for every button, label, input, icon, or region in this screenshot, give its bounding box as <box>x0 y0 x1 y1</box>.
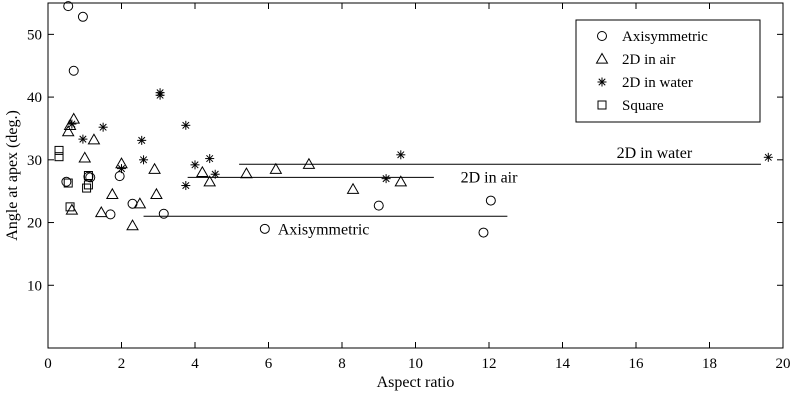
data-point-axisymmetric <box>61 176 72 187</box>
data-point-2d-in-water <box>396 150 406 160</box>
data-point-square <box>54 152 64 162</box>
x-tick-label: 20 <box>776 356 791 372</box>
data-point-2d-in-water <box>137 135 147 145</box>
data-point-2d-in-air <box>67 112 81 124</box>
data-point-square <box>63 178 73 188</box>
x-tick-label: 18 <box>702 356 717 372</box>
data-point-2d-in-air <box>240 167 253 179</box>
data-point-axisymmetric <box>259 223 270 234</box>
data-point-2d-in-air <box>133 197 147 209</box>
data-point-2d-in-air <box>269 162 283 174</box>
data-point-2d-in-water <box>181 181 191 191</box>
y-tick-label: 30 <box>27 153 42 169</box>
data-point-2d-in-air <box>105 187 119 199</box>
data-point-square <box>65 202 75 212</box>
data-point-2d-in-water <box>117 164 126 174</box>
data-point-axisymmetric <box>105 209 116 220</box>
legend-marker-2d-in-water <box>597 77 607 87</box>
x-tick-label: 0 <box>44 356 52 372</box>
x-tick-label: 16 <box>629 356 645 372</box>
x-tick-label: 6 <box>265 356 273 372</box>
data-point-axisymmetric <box>373 200 384 211</box>
data-point-2d-in-water <box>190 160 200 170</box>
legend-marker-2d-in-air <box>595 52 609 64</box>
data-point-square <box>83 180 93 190</box>
data-point-2d-in-water <box>763 152 773 162</box>
legend-marker-axisymmetric <box>597 31 607 41</box>
data-point-2d-in-air <box>65 203 79 215</box>
x-tick-label: 4 <box>191 356 199 372</box>
data-point-2d-in-air <box>346 182 360 194</box>
y-axis-ticks: 10 20 30 40 50 <box>27 27 783 294</box>
data-point-axisymmetric <box>77 11 88 22</box>
legend-label-axisymmetric: Axisymmetric <box>622 29 708 45</box>
data-point-2d-in-air <box>394 175 408 187</box>
data-point-2d-in-water <box>381 174 391 184</box>
data-point-2d-in-air <box>148 162 161 174</box>
y-tick-label: 50 <box>27 27 42 43</box>
y-tick-label: 40 <box>27 90 42 106</box>
data-point-2d-in-air <box>126 219 139 231</box>
data-point-axisymmetric <box>127 198 138 209</box>
data-point-2d-in-air <box>203 175 217 187</box>
data-point-2d-in-air <box>63 118 77 130</box>
data-point-2d-in-water <box>210 169 220 179</box>
data-point-2d-in-water <box>78 134 88 144</box>
data-point-axisymmetric <box>114 171 125 182</box>
data-point-2d-in-water <box>98 122 108 132</box>
data-point-square <box>82 183 92 193</box>
data-point-axisymmetric <box>158 208 169 219</box>
data-point-square <box>83 171 93 180</box>
legend-box <box>575 19 761 123</box>
data-point-axisymmetric <box>63 1 74 12</box>
data-point-2d-in-air <box>61 125 75 137</box>
data-point-2d-in-air <box>87 133 101 145</box>
data-point-2d-in-water <box>205 154 215 164</box>
data-point-2d-in-air <box>302 157 316 169</box>
data-point-2d-in-air <box>78 151 92 163</box>
x-tick-label: 2 <box>118 356 126 372</box>
data-point-2d-in-water <box>181 120 191 130</box>
fit-line-label-2d-in-water: 2D in water <box>617 145 693 162</box>
x-tick-label: 12 <box>482 356 497 372</box>
legend-label-2d-in-air: 2D in air <box>622 52 675 68</box>
legend: Axisymmetric 2D in air 2D in water Square <box>575 19 761 123</box>
legend-label-2d-in-water: 2D in water <box>622 75 693 91</box>
data-point-axisymmetric <box>85 172 96 183</box>
fit-lines: 2D in water 2D in air Axisymmetric <box>143 145 761 238</box>
plot-marks <box>54 1 773 238</box>
data-point-2d-in-water <box>67 119 77 129</box>
y-tick-label: 10 <box>27 278 42 294</box>
y-tick-label: 20 <box>27 216 42 232</box>
legend-marker-square <box>597 100 607 110</box>
x-tick-label: 10 <box>408 356 423 372</box>
data-point-2d-in-water <box>139 155 149 165</box>
fit-line-label-2d-in-air: 2D in air <box>461 169 519 186</box>
x-axis-label: Aspect ratio <box>377 374 455 391</box>
data-point-2d-in-air <box>94 206 108 218</box>
data-point-2d-in-air <box>150 187 163 199</box>
legend-label-square: Square <box>622 98 664 114</box>
data-point-square <box>54 145 64 155</box>
x-axis-ticks: 0 2 4 6 8 10 12 14 16 18 20 <box>44 3 791 372</box>
data-point-2d-in-water <box>155 88 165 98</box>
data-point-axisymmetric <box>485 195 496 206</box>
data-point-axisymmetric <box>478 227 489 238</box>
data-point-axisymmetric <box>68 65 79 76</box>
y-axis-label: Angle at apex (deg.) <box>4 110 21 241</box>
x-tick-label: 8 <box>338 356 346 372</box>
x-tick-label: 14 <box>555 356 571 372</box>
data-point-2d-in-air <box>195 165 209 177</box>
fit-line-label-axisymmetric: Axisymmetric <box>278 221 370 238</box>
